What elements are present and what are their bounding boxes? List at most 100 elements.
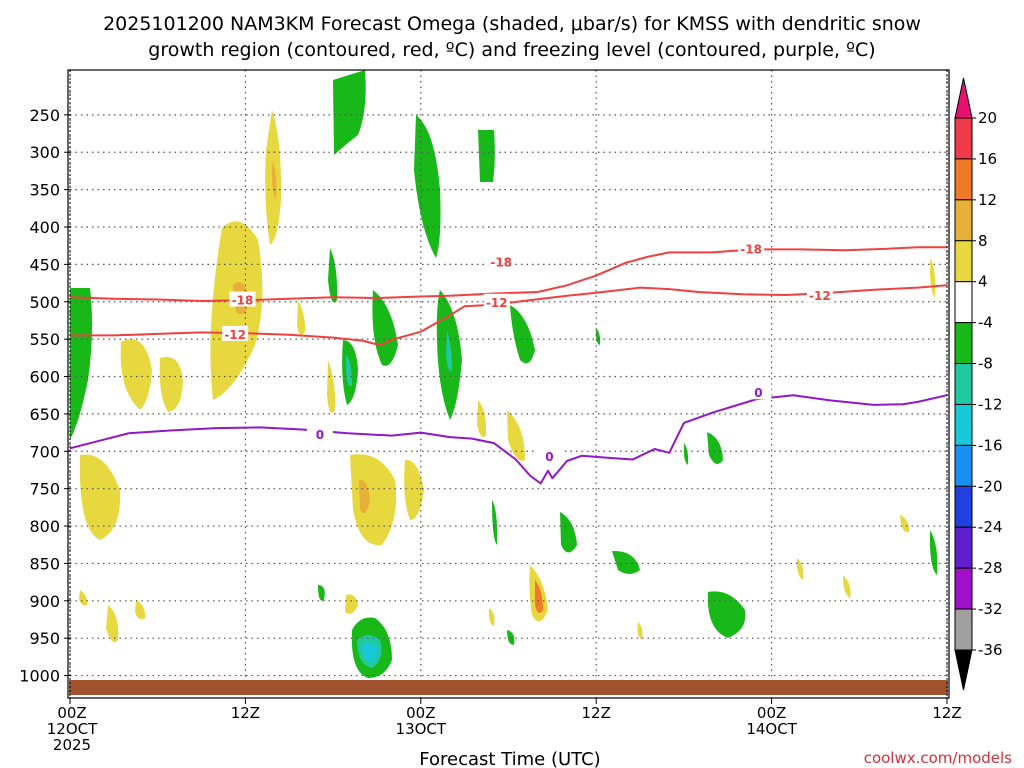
omega-yellow-region [79, 590, 88, 606]
colorbar-label: -24 [978, 518, 1003, 536]
y-tick-label: 850 [29, 554, 60, 573]
contour-line-freezing_0 [69, 394, 948, 485]
x-tick-label: 00Z [757, 704, 786, 722]
plot-frame [67, 69, 950, 699]
omega-green-region [492, 500, 498, 545]
omega-yellow-region [350, 454, 397, 546]
x-tick-label: 12Z [231, 704, 260, 722]
omega-green-region [333, 70, 366, 155]
colorbar-segment [954, 363, 973, 405]
contour-label: -12 [486, 296, 508, 310]
colorbar-segment [954, 444, 973, 487]
x-tick-label: 12Z [932, 704, 961, 722]
colorbar-label: -36 [978, 641, 1003, 659]
colorbar-segment [954, 526, 973, 569]
contour-label-bg [536, 447, 563, 463]
omega-green-region [328, 248, 338, 303]
contour-label: -18 [740, 243, 762, 257]
chart-title-line1: 2025101200 NAM3KM Forecast Omega (shaded… [103, 13, 921, 35]
omega-green-region [683, 443, 689, 465]
chart-title-line2: growth region (contoured, red, ºC) and f… [148, 39, 875, 61]
colorbar-segment [954, 608, 973, 651]
contour-label: 0 [545, 450, 553, 464]
colorbar-label: -32 [978, 600, 1003, 618]
x-tick-label: 12Z [582, 704, 611, 722]
contour-label-bg [738, 240, 765, 256]
omega-yellow-region [135, 600, 146, 620]
omega-green-region [510, 305, 535, 364]
contour-label-bg [229, 291, 256, 307]
omega-orange-region [271, 160, 277, 200]
contour-label-bg [488, 253, 515, 269]
colorbar-label: 8 [978, 232, 988, 250]
colorbar-label: -28 [978, 559, 1003, 577]
colorbar-segment [954, 485, 973, 528]
y-tick-label: 350 [29, 181, 60, 200]
x-axis-label: Forecast Time (UTC) [419, 749, 600, 768]
y-tick-label: 250 [29, 106, 60, 125]
y-tick-label: 900 [29, 592, 60, 611]
omega-green-region [372, 290, 398, 366]
colorbar-label: 12 [978, 191, 997, 209]
plot-area: -18 -18 -18 -12 -12 -12 0 0 0 [67, 69, 950, 699]
colorbar-segment [954, 117, 973, 160]
y-tick-label: 950 [29, 629, 60, 648]
omega-cyan-region [446, 330, 452, 371]
y-tick-label: 750 [29, 480, 60, 499]
contour-label-bg [306, 426, 333, 442]
y-tick-label: 700 [29, 442, 60, 461]
contour-label: -12 [224, 328, 246, 342]
omega-green-region [478, 130, 495, 182]
colorbar-label: -20 [978, 477, 1003, 495]
x-tick-label: 00Z [57, 704, 86, 722]
omega-cyan-region [362, 643, 378, 662]
contour-label-bg [483, 293, 510, 309]
colorbar-segment [954, 322, 973, 365]
contour-label: -18 [232, 294, 254, 308]
colorbar-segment [954, 281, 973, 324]
omega-green-region [560, 512, 577, 553]
y-tick-label: 450 [29, 255, 60, 274]
omega-green-region [612, 550, 640, 574]
colorbar-segment [954, 199, 973, 242]
omega-green-region [707, 591, 746, 638]
omega-yellow-region [843, 575, 851, 598]
omega-yellow-region [79, 454, 121, 540]
colorbar-label: -16 [978, 436, 1003, 454]
credit-text: coolwx.com/models [864, 749, 1012, 767]
y-tick-label: 800 [29, 517, 60, 536]
colorbar-label: 20 [978, 109, 997, 127]
contour-label-bg [222, 325, 249, 341]
omega-yellow-region [159, 356, 183, 412]
temperature-contours: -18 -18 -18 -12 -12 -12 0 0 0 [69, 240, 948, 485]
colorbar-top-triangle [954, 77, 973, 119]
omega-green-region [929, 530, 938, 575]
y-tick-label: 650 [29, 405, 60, 424]
contour-label: 0 [754, 386, 762, 400]
omega-green-region [707, 432, 723, 464]
y-tick-label: 1000 [19, 667, 60, 686]
contour-label: -18 [490, 255, 512, 269]
omega-yellow-region [345, 594, 358, 614]
colorbar-label: 4 [978, 273, 988, 291]
omega-yellow-region [929, 258, 936, 298]
colorbar-label: -12 [978, 395, 1003, 413]
x-tick-label: 13OCT [396, 720, 447, 738]
colorbar-label: 16 [978, 150, 997, 168]
colorbar-label: -4 [978, 314, 993, 332]
contour-label-bg [806, 287, 833, 303]
y-tick-label: 600 [29, 368, 60, 387]
omega-yellow-region [404, 459, 424, 520]
y-tick-label: 500 [29, 293, 60, 312]
contour-label: 0 [316, 428, 324, 442]
colorbar-segment [954, 240, 973, 283]
colorbar-bottom-triangle [954, 649, 973, 691]
contour-line-dgz_-12 [70, 284, 948, 347]
omega-yellow-region [327, 360, 336, 413]
y-axis-ticks: 250 300 350 400 450 500 550 600 650 700 750 800 850 9… [19, 106, 70, 686]
y-tick-label: 400 [29, 218, 60, 237]
omega-yellow-region [297, 300, 306, 335]
omega-green-region [595, 328, 601, 345]
